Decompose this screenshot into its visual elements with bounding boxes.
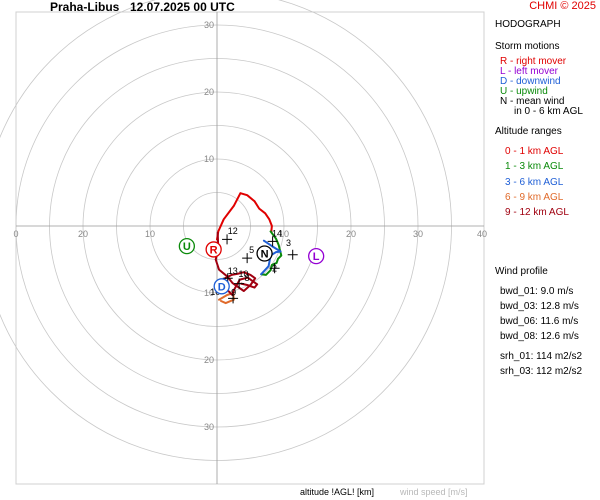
y-tick-label: 30 [204,422,214,432]
height-marker-cross [228,293,239,304]
y-tick-label: 10 [204,288,214,298]
height-marker-cross [287,249,298,260]
y-tick-label: 10 [204,154,214,164]
storm-motion-D [213,278,230,295]
storm-item-mean: N - mean wind [500,96,565,107]
station-name: Praha-Libus [50,0,120,14]
x-tick-label: 20 [78,229,88,239]
x-tick-label: 10 [279,229,289,239]
height-label: 3 [286,238,291,248]
hodograph-segment-2 [260,239,282,276]
storm-motion-N [256,245,273,262]
bwd-03: bwd_03: 12.8 m/s [500,301,579,312]
height-label: 8 [244,273,249,283]
height-label: 9 [231,288,236,298]
storm-item-left: L - left mover [500,66,558,77]
copyright: CHMI © 2025 [529,0,596,12]
storm-item-downwind: D - downwind [500,76,561,87]
x-tick-label: 0 [13,229,18,239]
storm-motion-label-L: L [313,251,320,263]
storm-motion-label-N: N [261,248,269,260]
storm-motion-R [205,241,222,258]
x-tick-label: 10 [145,229,155,239]
height-label: 10 [210,287,220,297]
storm-motion-L [308,247,325,265]
y-tick-label: 20 [204,355,214,365]
bwd-08: bwd_08: 12.6 m/s [500,331,579,342]
height-label: 13 [228,266,238,276]
wind-profile-title: Wind profile [495,266,548,277]
alt-item-9-12: 9 - 12 km AGL [505,207,569,218]
y-tick-label: 30 [204,20,214,30]
altitude-axis-label: altitude !AGL! [km] [300,487,375,497]
hodograph-title: HODOGRAPH [495,19,561,30]
storm-motion-label-D: D [218,281,226,293]
storm-motion-label-U: U [183,241,191,253]
bwd-01: bwd_01: 9.0 m/s [500,286,574,297]
x-tick-label: 40 [477,229,487,239]
x-tick-label: 20 [346,229,356,239]
height-marker-cross [222,234,233,245]
x-tick-label: 30 [413,229,423,239]
height-marker-cross [267,236,278,247]
height-marker-cross [269,263,280,274]
speed-axis-label: wind speed [m/s] [400,487,468,497]
bwd-06: bwd_06: 11.6 m/s [500,316,579,327]
altitude-ranges-title: Altitude ranges [495,126,562,137]
alt-item-6-9: 6 - 9 km AGL [505,192,564,203]
y-tick-label: 20 [204,87,214,97]
hodograph-segment-0 [216,192,273,241]
height-label: 5 [249,245,254,255]
storm-item-mean-sub: in 0 - 6 km AGL [514,106,583,117]
srh-03: srh_03: 112 m2/s2 [500,366,583,377]
height-marker-cross [234,278,245,289]
sounding-datetime: 12.07.2025 00 UTC [130,0,235,14]
srh-01: srh_01: 114 m2/s2 [500,351,583,362]
alt-item-1-3: 1 - 3 km AGL [505,161,564,172]
alt-item-0-1: 0 - 1 km AGL [505,146,564,157]
storm-motions-title: Storm motions [495,41,560,52]
ring-35 [0,0,452,461]
height-label: 14 [272,229,282,239]
height-label: 10 [238,269,248,279]
height-label: 12 [228,226,238,236]
alt-item-3-6: 3 - 6 km AGL [505,177,564,188]
storm-item-right: R - right mover [500,56,567,67]
height-marker-cross [242,253,253,264]
storm-motion-U [178,237,196,255]
height-label: 2 [272,264,277,274]
plot-frame [15,11,485,485]
storm-motion-label-R: R [210,244,218,256]
storm-item-upwind: U - upwind [500,86,548,97]
